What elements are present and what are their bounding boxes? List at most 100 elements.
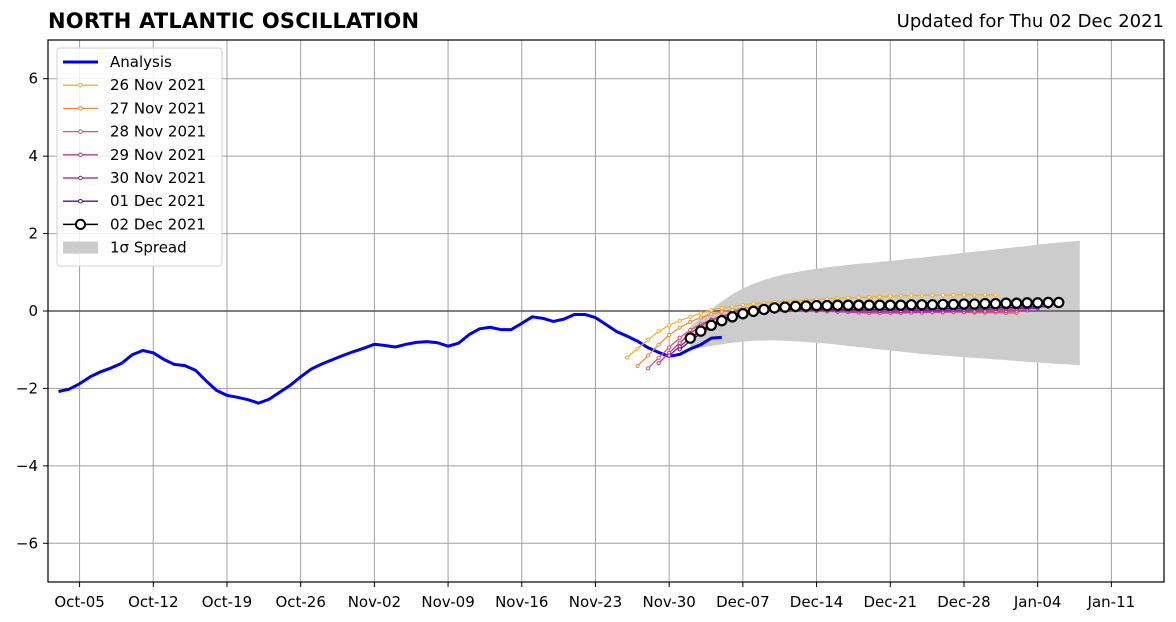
forecast-point [919, 293, 924, 298]
x-tick-label: Jan-11 [1087, 593, 1136, 611]
forecast-point [831, 299, 844, 311]
forecast-point [863, 299, 875, 311]
x-tick-label: Nov-23 [569, 593, 622, 611]
forecast-point [856, 295, 861, 300]
forecast-series-02-dec-2021 [684, 296, 1065, 344]
forecast-point [719, 309, 724, 314]
forecast-point [688, 314, 693, 319]
y-tick-label: 0 [28, 302, 38, 320]
forecast-point [768, 302, 781, 314]
y-tick-label: 4 [28, 147, 38, 165]
x-tick-label: Nov-30 [642, 593, 695, 611]
x-tick-label: Dec-28 [937, 593, 991, 611]
forecast-point [684, 332, 696, 344]
forecast-point [698, 311, 703, 316]
forecast-point [737, 308, 749, 320]
x-tick-label: Nov-16 [495, 593, 548, 611]
forecast-point [835, 296, 840, 301]
legend-entry-01-dec-2021: 01 Dec 2021 [63, 192, 206, 210]
forecast-point [716, 314, 728, 327]
forecast-point [758, 303, 770, 316]
forecast-point [779, 301, 791, 313]
legend-marker [78, 198, 83, 204]
legend-marker [78, 175, 83, 181]
forecast-point [677, 318, 682, 323]
forecast-point [688, 327, 693, 333]
forecast-point [810, 299, 823, 312]
legend-label: 26 Nov 2021 [110, 76, 206, 94]
x-tick-label: Oct-26 [275, 593, 325, 611]
x-axis-ticks: Oct-05 Oct-12 Oct-19 Oct-26 Nov-02 Nov-09 Nov-… [54, 582, 1135, 611]
legend-entry-27-nov-2021: 27 Nov 2021 [63, 99, 206, 117]
forecast-point [888, 294, 893, 299]
legend-entry-29-nov-2021: 29 Nov 2021 [63, 146, 206, 164]
legend-entry-26-nov-2021: 26 Nov 2021 [63, 76, 206, 94]
forecast-point [884, 299, 896, 311]
forecast-point [937, 298, 949, 311]
forecast-point [635, 363, 640, 369]
forecast-point [877, 294, 882, 299]
forecast-point [730, 304, 735, 309]
forecast-point [624, 355, 630, 360]
forecast-point [688, 319, 693, 324]
legend-marker [78, 152, 83, 158]
forecast-point [940, 293, 946, 298]
forecast-point [677, 340, 682, 345]
legend: Analysis 26 Nov 2021 27 Nov 2021 28 Nov 202… [56, 47, 223, 267]
legend-label: 1σ Spread [110, 239, 187, 257]
forecast-point [677, 347, 682, 352]
chart-title: NORTH ATLANTIC OSCILLATION [48, 9, 420, 33]
forecast-point [705, 319, 717, 332]
forecast-point [867, 294, 872, 300]
forecast-point [747, 305, 760, 318]
forecast-point [947, 298, 960, 311]
legend-label: 29 Nov 2021 [110, 146, 206, 164]
forecast-point [646, 337, 651, 342]
legend-label: 01 Dec 2021 [110, 192, 206, 210]
forecast-point [698, 315, 703, 320]
forecast-point [789, 300, 802, 313]
forecast-point [898, 293, 903, 299]
x-tick-label: Oct-12 [128, 593, 178, 611]
legend-entry-30-nov-2021: 30 Nov 2021 [63, 169, 206, 187]
forecast-point [1053, 296, 1065, 309]
legend-marker [74, 218, 87, 230]
y-axis-ticks: −6 −4 −2 0 2 4 6 [16, 70, 48, 552]
x-tick-label: Nov-09 [421, 593, 474, 611]
legend-marker [78, 129, 83, 134]
x-tick-label: Dec-14 [790, 593, 844, 611]
forecast-point [656, 342, 661, 347]
forecast-point [982, 292, 988, 297]
legend-label: 28 Nov 2021 [110, 123, 206, 141]
forecast-point [993, 293, 998, 298]
forecast-point [656, 355, 661, 360]
series-lines [58, 292, 1065, 405]
y-tick-label: −6 [16, 534, 38, 552]
forecast-point [667, 332, 672, 338]
forecast-point [656, 361, 661, 366]
forecast-point [646, 366, 651, 371]
forecast-point [968, 298, 981, 310]
forecast-point [989, 297, 1002, 310]
forecast-point [709, 311, 714, 317]
forecast-point [1021, 297, 1033, 309]
forecast-point [667, 345, 672, 350]
forecast-point [895, 299, 907, 311]
forecast-point [719, 305, 724, 311]
forecast-point [916, 299, 928, 311]
forecast-point [800, 300, 812, 312]
analysis-line [58, 312, 722, 405]
forecast-point [905, 299, 918, 311]
legend-label: 02 Dec 2021 [110, 215, 206, 233]
forecast-point [926, 299, 939, 311]
forecast-point [751, 301, 756, 306]
forecast-point [695, 325, 707, 337]
forecast-point [1010, 297, 1023, 309]
forecast-point [958, 298, 970, 310]
x-tick-label: Nov-02 [348, 593, 401, 611]
legend-swatch [63, 241, 98, 254]
forecast-point [677, 335, 682, 340]
forecast-point [1000, 297, 1012, 309]
y-tick-label: 6 [28, 70, 38, 88]
